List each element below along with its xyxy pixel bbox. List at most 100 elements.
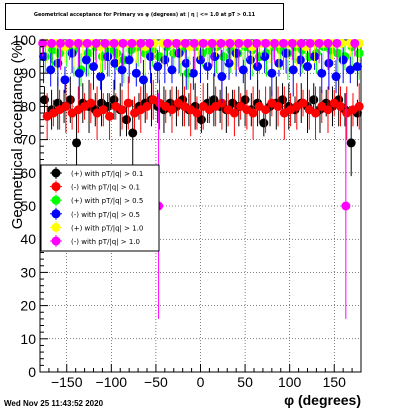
- data-point: [109, 38, 119, 48]
- data-point: [121, 115, 131, 125]
- data-point: [224, 58, 234, 68]
- data-point: [181, 58, 191, 68]
- data-point: [86, 98, 96, 108]
- data-point: [74, 68, 84, 78]
- series-5: [38, 38, 360, 319]
- data-point: [145, 38, 155, 48]
- y-tick-label: 90: [20, 65, 36, 81]
- data-point: [38, 38, 48, 48]
- data-point: [345, 65, 355, 75]
- title-box: Geometrical acceptance for Primary vs φ …: [5, 3, 284, 30]
- data-point: [198, 38, 208, 48]
- data-point: [73, 38, 83, 48]
- data-point: [146, 52, 156, 62]
- y-tick-label: 0: [28, 364, 36, 380]
- data-point: [47, 45, 57, 55]
- data-point: [127, 38, 137, 48]
- data-series: [38, 38, 364, 319]
- data-point: [324, 58, 334, 68]
- data-point: [225, 38, 235, 48]
- data-point: [39, 52, 49, 62]
- data-point: [335, 101, 345, 111]
- x-tick-label: 150: [323, 374, 347, 390]
- y-tick-label: 60: [20, 165, 36, 181]
- legend-marker: [50, 194, 62, 207]
- data-point: [311, 108, 321, 118]
- data-point: [153, 62, 163, 72]
- legend-marker: [50, 207, 62, 220]
- data-point: [332, 38, 342, 48]
- data-point: [188, 68, 198, 78]
- data-point: [296, 38, 306, 48]
- data-point: [46, 65, 56, 75]
- legend-marker: [50, 221, 62, 234]
- data-point: [314, 38, 324, 48]
- data-point: [298, 98, 308, 108]
- y-tick-label: 10: [20, 331, 36, 347]
- data-point: [229, 108, 239, 118]
- data-point: [252, 38, 262, 48]
- legend-box: [40, 164, 160, 252]
- data-point: [123, 98, 133, 108]
- series-1: [42, 76, 364, 140]
- x-axis-label: φ (degrees): [284, 392, 361, 408]
- data-point: [180, 38, 190, 48]
- legend-label: (-) with pT/|q| > 0.5: [71, 211, 140, 219]
- data-point: [118, 38, 128, 48]
- y-tick-label: 50: [20, 198, 36, 214]
- data-point: [136, 38, 146, 48]
- data-point: [105, 111, 115, 121]
- legend-marker: [50, 235, 62, 247]
- x-tick-label: 0: [197, 374, 205, 390]
- data-point: [323, 38, 333, 48]
- data-point: [72, 138, 82, 148]
- data-point: [346, 138, 356, 148]
- data-point: [217, 72, 227, 82]
- data-point: [288, 65, 298, 75]
- data-point: [259, 118, 269, 128]
- data-point: [91, 38, 101, 48]
- legend-label: (+) with pT/|q| > 0.5: [71, 197, 143, 205]
- data-point: [81, 55, 91, 65]
- data-point: [333, 48, 343, 58]
- data-point: [305, 38, 315, 48]
- x-tick-label: 50: [237, 374, 253, 390]
- legend-label: (-) with pT/|q| > 1.0: [71, 238, 140, 246]
- data-point: [138, 75, 148, 85]
- axes: 0 10 20 30 40 50 60 70 80 90 100 −150 −100 −50 0 50 100 1…: [9, 32, 361, 408]
- data-point: [207, 38, 217, 48]
- data-point: [303, 62, 312, 72]
- y-tick-label: 80: [20, 98, 36, 114]
- data-point: [341, 201, 351, 211]
- data-point: [110, 58, 120, 68]
- data-point: [47, 38, 57, 48]
- legend: (+) with pT/|q| > 0.1 (-) with pT/|q| > 0…: [40, 164, 160, 252]
- data-point: [331, 72, 341, 82]
- data-point: [167, 105, 177, 115]
- data-point: [64, 38, 74, 48]
- data-point: [100, 38, 110, 48]
- data-point: [261, 38, 271, 48]
- data-point: [192, 108, 202, 118]
- data-point: [338, 55, 348, 65]
- data-point: [56, 38, 66, 48]
- data-point: [131, 68, 141, 78]
- legend-marker: [50, 167, 62, 179]
- data-point: [253, 62, 263, 72]
- y-tick-label: 20: [20, 298, 36, 314]
- data-point: [60, 75, 70, 85]
- data-point: [350, 38, 360, 48]
- data-point: [317, 68, 327, 78]
- data-point: [295, 55, 305, 65]
- data-point: [167, 65, 177, 75]
- data-point: [273, 101, 283, 111]
- data-point: [163, 38, 173, 48]
- data-point: [287, 38, 297, 48]
- data-point: [267, 68, 277, 78]
- data-point: [352, 62, 362, 72]
- data-point: [243, 38, 253, 48]
- data-point: [260, 52, 270, 62]
- data-point: [248, 108, 258, 118]
- data-point: [323, 105, 333, 115]
- y-tick-label: 40: [20, 231, 36, 247]
